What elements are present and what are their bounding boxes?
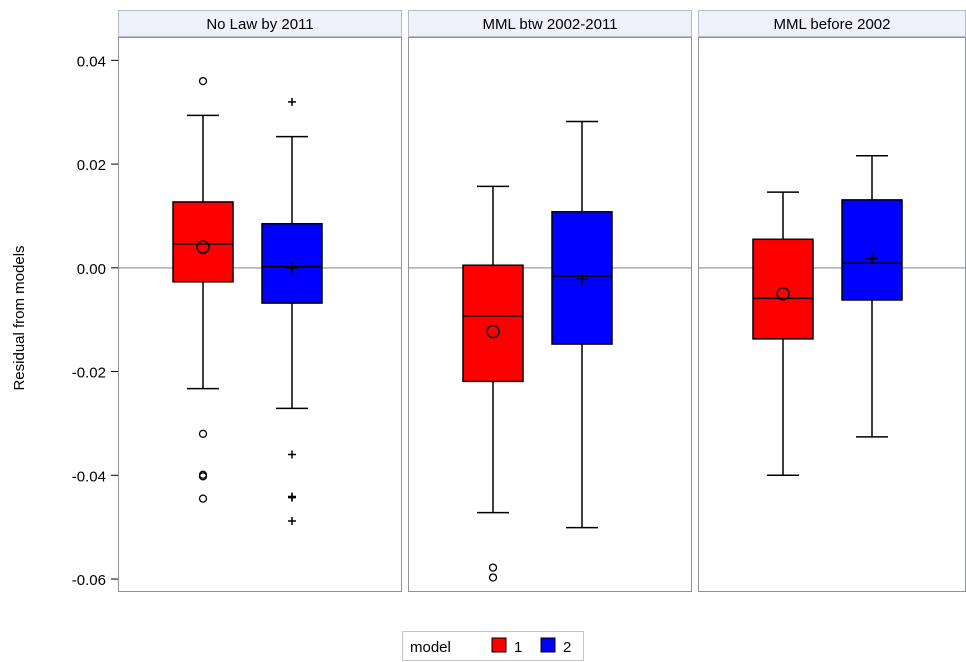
box-iqr	[841, 199, 903, 301]
box-model-2	[841, 155, 903, 438]
panel: MML before 2002	[698, 10, 966, 592]
legend: model 1 2	[402, 631, 584, 661]
box-model-1	[172, 76, 234, 503]
y-axis-label: Residual from models	[11, 245, 28, 390]
panel-header	[118, 10, 402, 37]
legend-label: 1	[514, 639, 522, 656]
panel-frame	[408, 37, 692, 592]
legend-label: 2	[563, 639, 571, 656]
box-iqr	[462, 264, 524, 383]
mean-marker	[486, 324, 500, 339]
panel-title: MML before 2002	[773, 16, 890, 33]
outlier-point	[288, 97, 296, 106]
outlier-point	[288, 450, 296, 459]
mean-marker	[866, 252, 878, 265]
outlier-point	[198, 429, 208, 438]
mean-marker	[776, 287, 790, 301]
outlier-point	[198, 76, 208, 86]
box-model-1	[752, 191, 814, 477]
legend-swatch-model-1	[491, 637, 507, 653]
box-model-2	[551, 120, 613, 529]
box-model-1	[462, 185, 524, 582]
y-tick-label: -0.02	[72, 365, 106, 382]
panel: No Law by 2011	[118, 10, 402, 592]
mean-marker	[576, 273, 588, 286]
mean-marker	[286, 261, 298, 274]
box-model-2	[261, 97, 323, 525]
panel: MML btw 2002-2011	[408, 10, 692, 592]
box-iqr	[752, 238, 814, 340]
box-iqr	[261, 222, 323, 304]
legend-title: model	[410, 639, 451, 656]
outlier-point	[198, 472, 208, 481]
outlier-point	[288, 516, 296, 525]
panel-frame	[118, 37, 402, 592]
outlier-point	[198, 494, 208, 503]
outlier-point	[288, 493, 296, 502]
panel-title: MML btw 2002-2011	[482, 16, 617, 33]
y-tick-label: -0.04	[72, 468, 106, 485]
panel-header	[408, 10, 692, 37]
panel-title: No Law by 2011	[206, 16, 313, 33]
outlier-point	[488, 573, 498, 582]
panels: No Law by 2011 MML btw 2002-2011 MML befor…	[118, 10, 966, 592]
box-iqr	[172, 201, 234, 283]
mean-marker	[196, 240, 210, 254]
panel-frame	[698, 37, 966, 592]
box-iqr	[551, 211, 613, 345]
legend-swatch-model-2	[540, 637, 556, 653]
y-tick-label: 0.04	[77, 53, 106, 70]
outlier-point	[488, 563, 498, 572]
y-axis: 0.04 0.02 0.00 -0.02 -0.04 -0.06	[72, 53, 118, 589]
y-tick-label: 0.00	[77, 261, 106, 278]
y-tick-label: -0.06	[72, 572, 106, 589]
y-tick-label: 0.02	[77, 157, 106, 174]
